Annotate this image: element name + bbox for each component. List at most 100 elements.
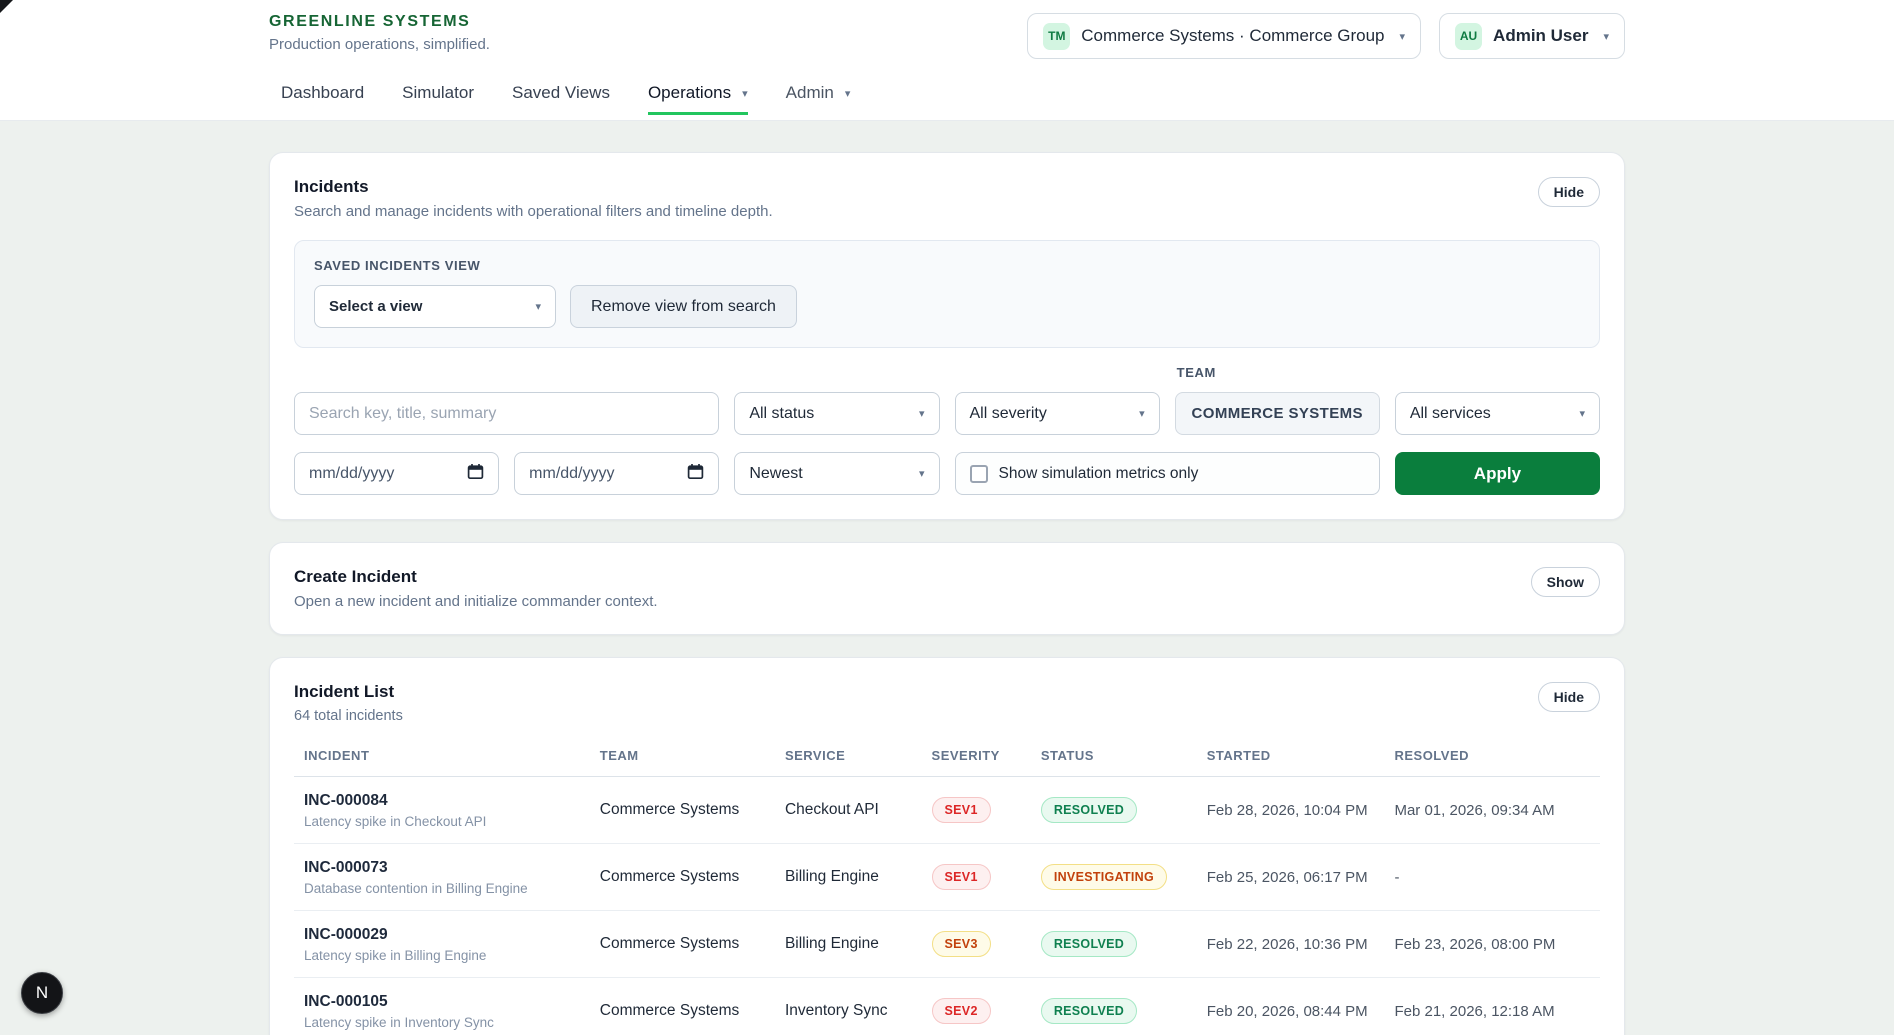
chevron-down-icon: ▾ (1399, 30, 1406, 43)
incident-id: INC-000105 (304, 992, 388, 1010)
nav-item-saved-views[interactable]: Saved Views (511, 83, 610, 102)
incident-id: INC-000029 (304, 925, 388, 943)
incident-team: Commerce Systems (599, 801, 740, 818)
incident-started: Feb 28, 2026, 10:04 PM (1206, 801, 1368, 819)
brand-block: GREENLINE SYSTEMS Production operations,… (269, 13, 490, 53)
table-row[interactable]: INC-000073 Database contention in Billin… (294, 844, 1600, 911)
nav-item-dashboard[interactable]: Dashboard (281, 83, 365, 102)
sort-select[interactable]: Newest ▾ (734, 452, 940, 495)
create-incident-show-button[interactable]: Show (1530, 567, 1600, 597)
user-menu-label: Admin User (1493, 26, 1589, 45)
date-to-input[interactable]: mm/dd/yyyy (514, 452, 720, 495)
user-menu[interactable]: AU Admin User ▾ (1439, 13, 1625, 59)
simulation-metrics-checkbox[interactable] (969, 464, 988, 483)
date-from-input[interactable]: mm/dd/yyyy (294, 452, 500, 495)
incidents-title: Incidents (294, 177, 369, 196)
search-input[interactable] (294, 392, 720, 435)
calendar-icon (467, 463, 484, 485)
incident-started: Feb 22, 2026, 10:36 PM (1206, 935, 1368, 953)
incident-summary: Latency spike in Inventory Sync (304, 1014, 494, 1030)
col-severity: SEVERITY (931, 748, 1000, 763)
incident-service: Inventory Sync (784, 1002, 888, 1019)
nav-item-admin[interactable]: Admin ▾ (785, 83, 851, 102)
severity-badge: SEV1 (931, 864, 991, 890)
incident-summary: Latency spike in Checkout API (304, 813, 487, 829)
main-content: Incidents Search and manage incidents wi… (269, 121, 1625, 1035)
team-switcher[interactable]: TM Commerce Systems · Commerce Group ▾ (1027, 13, 1422, 59)
status-badge: RESOLVED (1040, 797, 1138, 823)
create-incident-card: Create Incident Open a new incident and … (269, 542, 1625, 635)
chevron-down-icon: ▾ (918, 468, 925, 480)
incident-table: INCIDENT TEAM SERVICE SEVERITY STATUS ST… (294, 742, 1600, 1035)
services-select[interactable]: All services ▾ (1394, 392, 1600, 435)
nav-item-operations[interactable]: Operations ▾ (647, 83, 748, 115)
brand-tagline: Production operations, simplified. (269, 36, 490, 53)
chevron-down-icon: ▾ (844, 87, 851, 100)
severity-select[interactable]: All severity ▾ (954, 392, 1160, 435)
remove-view-button[interactable]: Remove view from search (570, 285, 797, 328)
chevron-down-icon: ▾ (1603, 30, 1609, 43)
chevron-down-icon: ▾ (1579, 408, 1585, 420)
saved-view-panel: SAVED INCIDENTS VIEW Select a view ▾ Rem… (294, 240, 1600, 348)
table-row[interactable]: INC-000029 Latency spike in Billing Engi… (294, 911, 1600, 978)
status-select[interactable]: All status ▾ (734, 392, 940, 435)
incident-id: INC-000073 (304, 858, 388, 876)
saved-view-label: SAVED INCIDENTS VIEW (314, 258, 481, 273)
incident-team: Commerce Systems (599, 868, 740, 885)
incident-resolved: Mar 01, 2026, 09:34 AM (1394, 801, 1555, 819)
severity-badge: SEV1 (931, 797, 991, 823)
col-incident: INCIDENT (304, 748, 370, 763)
chevron-down-icon: ▾ (1139, 408, 1145, 420)
dev-overlay-badge[interactable]: N (21, 972, 63, 1014)
status-badge: INVESTIGATING (1040, 864, 1168, 890)
incident-resolved: - (1394, 868, 1400, 886)
team-badge: TM (1043, 22, 1071, 50)
col-started: STARTED (1206, 748, 1271, 763)
incident-service: Checkout API (784, 801, 879, 818)
incident-resolved: Feb 23, 2026, 08:00 PM (1394, 935, 1556, 953)
team-filter-label: TEAM (1176, 365, 1216, 380)
incident-team: Commerce Systems (599, 935, 740, 952)
user-avatar: AU (1455, 22, 1483, 50)
table-row[interactable]: INC-000105 Latency spike in Inventory Sy… (294, 978, 1600, 1035)
incidents-subtitle: Search and manage incidents with operati… (294, 203, 773, 220)
incident-summary: Database contention in Billing Engine (304, 880, 528, 896)
create-incident-title: Create Incident (294, 567, 417, 586)
incident-id: INC-000084 (304, 791, 388, 809)
apply-button[interactable]: Apply (1394, 452, 1600, 495)
chevron-down-icon: ▾ (918, 408, 925, 420)
col-team: TEAM (599, 748, 639, 763)
incident-service: Billing Engine (784, 935, 879, 952)
severity-badge: SEV2 (931, 998, 991, 1024)
nav-item-simulator[interactable]: Simulator (402, 83, 474, 102)
incidents-hide-button[interactable]: Hide (1537, 177, 1600, 207)
table-row[interactable]: INC-000084 Latency spike in Checkout API… (294, 777, 1600, 844)
brand-name: GREENLINE SYSTEMS (269, 13, 471, 30)
status-badge: RESOLVED (1040, 931, 1138, 957)
incident-count: 64 total incidents (294, 708, 403, 724)
simulation-metrics-toggle[interactable]: Show simulation metrics only (954, 452, 1380, 495)
incidents-card: Incidents Search and manage incidents wi… (269, 152, 1625, 520)
incident-started: Feb 20, 2026, 08:44 PM (1206, 1002, 1368, 1020)
incident-service: Billing Engine (784, 868, 879, 885)
col-service: SERVICE (784, 748, 846, 763)
incident-list-hide-button[interactable]: Hide (1537, 682, 1600, 712)
calendar-icon (687, 463, 704, 485)
main-nav: Dashboard Simulator Saved Views Operatio… (281, 83, 1625, 115)
incident-resolved: Feb 21, 2026, 12:18 AM (1394, 1002, 1555, 1020)
chevron-down-icon: ▾ (535, 301, 541, 313)
team-filter-value: COMMERCE SYSTEMS (1174, 392, 1380, 435)
table-header-row: INCIDENT TEAM SERVICE SEVERITY STATUS ST… (294, 742, 1600, 777)
status-badge: RESOLVED (1040, 998, 1138, 1024)
incident-list-title: Incident List (294, 682, 395, 701)
col-resolved: RESOLVED (1394, 748, 1470, 763)
team-switcher-label: Commerce Systems · Commerce Group (1081, 26, 1385, 45)
create-incident-subtitle: Open a new incident and initialize comma… (294, 593, 658, 610)
app-header: GREENLINE SYSTEMS Production operations,… (0, 0, 1894, 121)
incident-started: Feb 25, 2026, 06:17 PM (1206, 868, 1368, 886)
corner-wedge (0, 0, 13, 13)
saved-view-select[interactable]: Select a view ▾ (314, 285, 556, 328)
col-status: STATUS (1040, 748, 1094, 763)
incident-team: Commerce Systems (599, 1002, 740, 1019)
severity-badge: SEV3 (931, 931, 991, 957)
